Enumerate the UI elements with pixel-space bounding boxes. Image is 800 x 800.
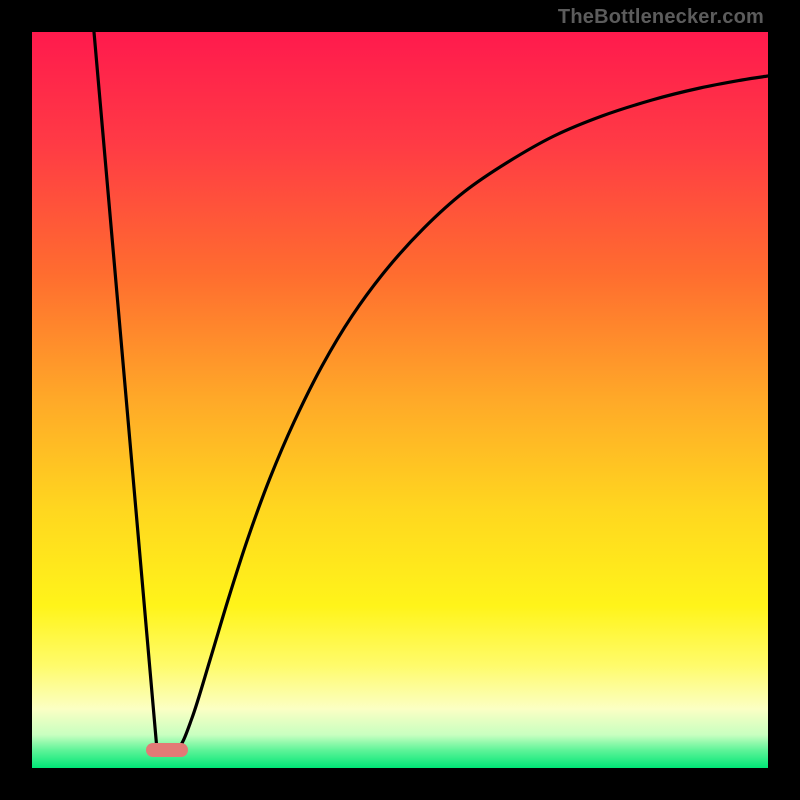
curve-layer xyxy=(32,32,768,768)
minimum-marker xyxy=(146,743,188,757)
plot-area xyxy=(32,32,768,768)
watermark-text: TheBottlenecker.com xyxy=(558,6,764,29)
chart-container: TheBottlenecker.com xyxy=(0,0,800,800)
bottleneck-curve xyxy=(94,32,768,752)
